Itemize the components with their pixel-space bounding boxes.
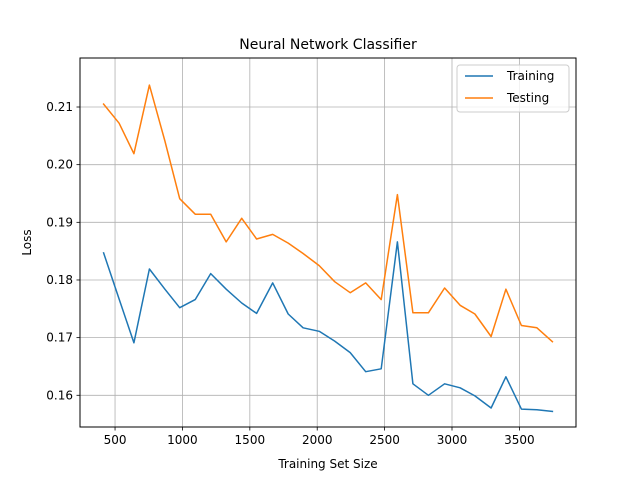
y-axis-label: Loss: [20, 229, 34, 255]
series-layer: [102, 84, 554, 413]
x-tick-label: 3500: [504, 433, 535, 447]
y-tick-label: 0.17: [46, 331, 73, 345]
x-tick-label: 2500: [369, 433, 400, 447]
x-axis-label: Training Set Size: [277, 457, 377, 471]
series-line-testing: [102, 84, 554, 343]
grid: [80, 58, 576, 427]
y-tick-label: 0.19: [46, 215, 73, 229]
legend-label-testing: Testing: [506, 91, 549, 105]
y-tick-label: 0.21: [46, 100, 73, 114]
legend-label-training: Training: [506, 69, 554, 83]
plot-frame: [79, 57, 577, 428]
x-axis: 500 1000 1500 2000 2500 3000 3500: [104, 427, 535, 447]
chart-title: Neural Network Classifier: [239, 37, 417, 53]
x-tick-label: 1000: [167, 433, 198, 447]
y-axis: 0.16 0.17 0.18 0.19 0.20 0.21: [46, 100, 80, 402]
y-tick-label: 0.16: [46, 388, 73, 402]
x-tick-label: 500: [104, 433, 127, 447]
x-tick-label: 3000: [437, 433, 468, 447]
series-line-training: [102, 241, 554, 413]
legend: Training Testing: [456, 64, 570, 113]
y-tick-label: 0.18: [46, 273, 73, 287]
x-tick-label: 2000: [302, 433, 333, 447]
y-tick-label: 0.20: [46, 158, 73, 172]
x-tick-label: 1500: [235, 433, 266, 447]
